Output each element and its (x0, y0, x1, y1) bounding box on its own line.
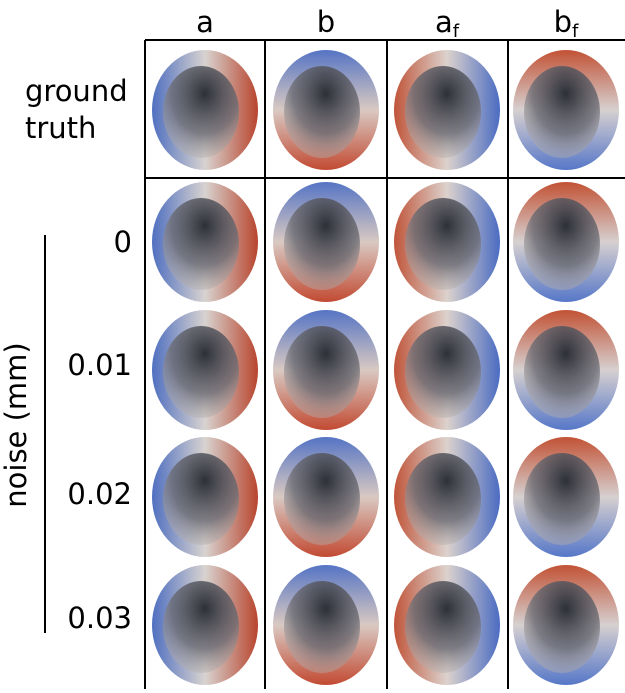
cavity (524, 198, 600, 290)
cavity (284, 66, 360, 158)
cavity (524, 326, 600, 418)
col-header: a (196, 5, 214, 39)
cavity (163, 581, 239, 673)
cavity (163, 326, 239, 418)
cavity (405, 326, 481, 418)
group-label: noise (mm) (0, 342, 33, 507)
col-header: b (317, 5, 335, 39)
cavity (163, 198, 239, 290)
row-label: 0.01 (67, 348, 132, 382)
cell-images (152, 50, 619, 685)
cavity (524, 581, 600, 673)
col-header: bf (554, 5, 579, 42)
cavity (405, 66, 481, 158)
cavity (284, 453, 360, 545)
figure: ground truth 0 0.01 0.02 0.03 noise (mm)… (0, 0, 625, 689)
cavity (405, 453, 481, 545)
cavity (284, 326, 360, 418)
cavity (163, 453, 239, 545)
cavity (405, 198, 481, 290)
cavity (163, 66, 239, 158)
cavity (284, 198, 360, 290)
row-label: 0.03 (67, 601, 132, 635)
row-label: 0.02 (67, 477, 132, 511)
cavity (524, 453, 600, 545)
cavity (524, 66, 600, 158)
row-label: 0 (114, 225, 132, 259)
col-header: af (435, 5, 460, 42)
cavity (405, 581, 481, 673)
row-label: ground (25, 74, 128, 108)
cavity (284, 581, 360, 673)
row-label: truth (25, 111, 96, 145)
